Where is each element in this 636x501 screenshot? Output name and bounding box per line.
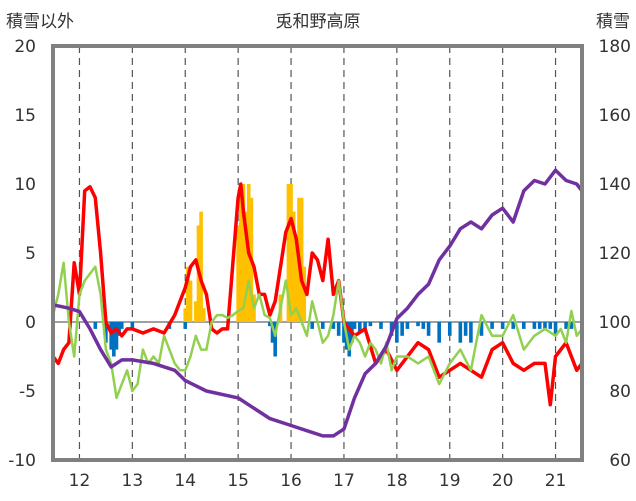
blue-bar-15 [331, 322, 336, 329]
right-tick-label: 160 [599, 106, 631, 126]
left-tick-label: 20 [14, 37, 36, 57]
left-axis-label: 積雪以外 [6, 12, 74, 32]
right-tick-label: 100 [599, 313, 631, 333]
blue-bar-46 [548, 322, 553, 329]
blue-bar-28 [400, 322, 404, 336]
blue-bar-6 [119, 322, 124, 329]
blue-bar-12 [273, 322, 277, 357]
blue-bar-38 [479, 322, 484, 336]
blue-bar-41 [511, 322, 516, 329]
blue-bar-44 [537, 322, 542, 329]
orange-bar-17 [291, 211, 296, 322]
plot-frame [51, 44, 584, 462]
x-tick-label: 18 [386, 471, 408, 491]
blue-bar-34 [447, 322, 452, 336]
blue-bar-14 [320, 322, 325, 329]
x-tick-label: 21 [545, 471, 567, 491]
x-tick-label: 15 [227, 471, 249, 491]
blue-bar-16 [336, 322, 341, 336]
orange-bar-2 [188, 280, 193, 322]
x-tick-label: 12 [69, 471, 91, 491]
blue-bar-22 [358, 322, 362, 334]
blue-bar-19 [347, 322, 352, 357]
orange-bar-20 [299, 197, 304, 322]
blue-bar-0 [93, 322, 98, 329]
left-tick-label: -5 [19, 382, 36, 402]
x-tick-label: 19 [439, 471, 461, 491]
left-tick-label: 10 [14, 175, 36, 195]
right-axis-label: 積雪 [596, 12, 630, 32]
blue-bar-48 [564, 322, 568, 329]
orange-bar-10 [244, 211, 248, 322]
x-tick-label: 17 [333, 471, 355, 491]
orange-bar-15 [286, 184, 291, 322]
orange-bar-6 [201, 308, 206, 322]
blue-bar-25 [379, 322, 383, 329]
left-tick-label: 5 [25, 244, 36, 264]
blue-bar-32 [426, 322, 431, 336]
orange-bar-0 [183, 308, 188, 322]
blue-bar-29 [405, 322, 410, 329]
left-tick-label: -10 [8, 451, 36, 471]
x-axis-ticks: 12 13 14 15 16 17 18 19 20 21 [69, 471, 567, 491]
orange-bar-8 [238, 184, 243, 322]
orange-bar-18 [294, 239, 299, 322]
orange-bar-1 [186, 266, 190, 322]
blue-bar-4 [114, 322, 119, 350]
left-axis-ticks: 20 15 10 5 0 -5 -10 [8, 37, 36, 471]
orange-bar-16 [289, 184, 293, 322]
blue-bar-37 [469, 322, 473, 343]
blue-bar-7 [130, 322, 135, 329]
orange-bar-9 [241, 184, 246, 322]
blue-bar-47 [553, 322, 558, 336]
orange-bar-7 [236, 225, 240, 322]
right-tick-label: 60 [609, 451, 631, 471]
blue-bar-42 [522, 322, 526, 329]
x-tick-label: 20 [492, 471, 514, 491]
lines [51, 168, 584, 438]
orange-bar-21 [302, 266, 307, 322]
grid [53, 46, 582, 460]
blue-bar-9 [183, 322, 188, 329]
right-axis-ticks: 180 160 140 120 100 80 60 [599, 37, 631, 471]
orange-bar-3 [194, 301, 198, 322]
right-tick-label: 120 [599, 244, 631, 264]
x-tick-label: 14 [174, 471, 196, 491]
blue-bar-17 [342, 322, 346, 343]
blue-bar-1 [104, 322, 108, 343]
blue-bar-39 [490, 322, 494, 329]
blue-bar-23 [363, 322, 367, 329]
blue-bar-13 [310, 322, 315, 329]
left-tick-label: 0 [25, 313, 36, 333]
green-series-line [51, 261, 584, 400]
blue-bar-45 [543, 322, 547, 329]
right-tick-label: 80 [609, 382, 631, 402]
blue-bar-10 [268, 322, 272, 327]
x-tick-label: 13 [122, 471, 144, 491]
blue-bar-11 [270, 322, 275, 343]
right-tick-label: 180 [599, 37, 631, 57]
red-series-line [51, 182, 584, 407]
blue-bar-30 [416, 322, 420, 327]
purple-series-line [51, 168, 584, 438]
chart-title: 兎和野高原 [276, 12, 361, 32]
blue-bar-21 [352, 322, 357, 329]
blue-bar-36 [463, 322, 468, 336]
blue-bar-35 [458, 322, 463, 343]
blue-bar-31 [421, 322, 426, 329]
blue-bar-5 [117, 322, 121, 336]
blue-bar-3 [112, 322, 116, 357]
x-tick-label: 16 [280, 471, 302, 491]
blue-bar-49 [569, 322, 574, 329]
blue-bar-40 [500, 322, 505, 329]
blue-bar-43 [532, 322, 537, 329]
orange-bar-5 [199, 211, 203, 322]
blue-bar-27 [395, 322, 399, 343]
blue-bar-2 [109, 322, 113, 350]
right-tick-label: 140 [599, 175, 631, 195]
left-tick-label: 15 [14, 106, 36, 126]
blue-bar-33 [437, 322, 441, 343]
blue-bar-24 [368, 322, 373, 327]
